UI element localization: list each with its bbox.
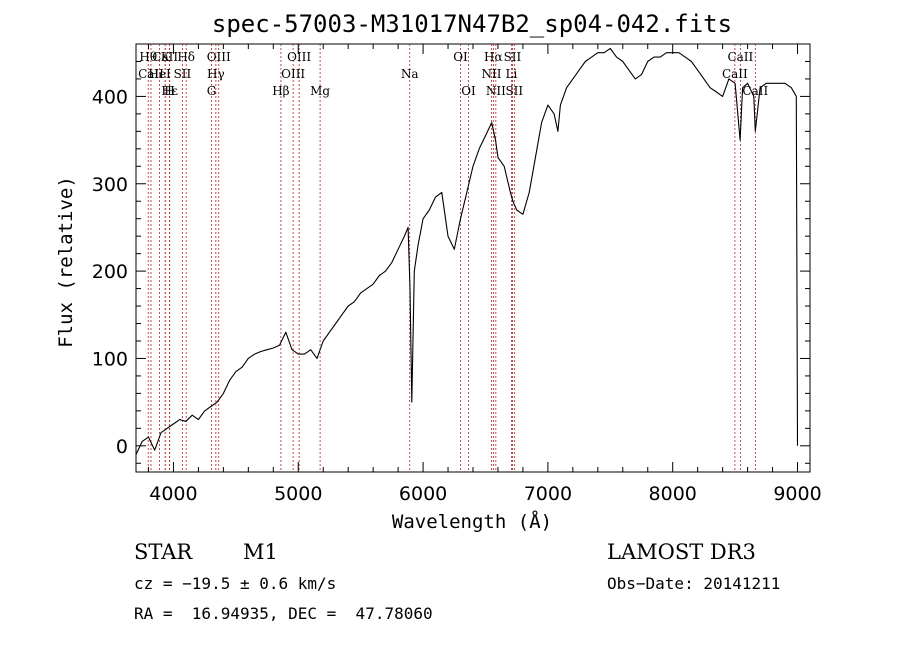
spectrum-series (135, 47, 799, 455)
spectral-line-label: CaII (742, 84, 768, 98)
spectrum-line (135, 47, 799, 455)
y-tick-label: 200 (92, 261, 128, 283)
y-tick-label: 400 (92, 86, 128, 108)
object-subclass: M1 (243, 540, 278, 564)
obs-date: Obs−Date: 20141211 (607, 574, 781, 593)
y-axis-label: Flux (relative) (55, 176, 77, 348)
plot-frame-group (135, 43, 811, 473)
spectral-line-label: Li (506, 67, 518, 81)
spectral-line-markers (147, 44, 756, 472)
spectral-line-label: OI (453, 50, 468, 64)
spectral-line-label: G (207, 84, 217, 98)
y-tick-label: 100 (92, 348, 128, 370)
spectral-line-label: K (161, 50, 171, 64)
y-axis-ticks: 0 100 200 300 400 (92, 60, 810, 464)
x-axis-label: Wavelength (Å) (392, 510, 552, 533)
spectral-line-label: NII (486, 84, 506, 98)
spectral-line-label: Hε (161, 84, 178, 98)
x-tick-label: 5000 (274, 483, 322, 505)
spectral-line-label: SII (504, 50, 522, 64)
spectral-line-label: OI (461, 84, 476, 98)
x-tick-label: 4000 (149, 483, 197, 505)
spectral-line-label: Mg (310, 84, 330, 98)
redshift-cz: cz = −19.5 ± 0.6 km/s (134, 574, 337, 593)
spectral-line-label: HeI (148, 67, 171, 81)
x-axis-ticks: 4000 5000 6000 7000 8000 9000 (147, 44, 822, 505)
object-class: STAR (134, 540, 193, 564)
x-tick-label: 7000 (524, 483, 572, 505)
y-tick-label: 0 (116, 436, 128, 458)
spectral-line-label: SII (174, 67, 192, 81)
x-tick-label: 8000 (649, 483, 697, 505)
spectral-line-label: SII (505, 84, 523, 98)
plot-frame (135, 43, 811, 473)
spectral-line-label: NII (481, 67, 501, 81)
survey-name: LAMOST DR3 (607, 540, 756, 564)
spectral-line-label: H (164, 84, 174, 98)
spectral-line-label: CaII (152, 50, 178, 64)
spectral-line-label: CaII (138, 67, 164, 81)
x-tick-label: 9000 (773, 483, 821, 505)
spectral-line-label: OIII (207, 50, 231, 64)
spectral-line-label: Hδ (177, 50, 195, 64)
spectral-line-label: Hθ (139, 50, 157, 64)
x-tick-label: 6000 (399, 483, 447, 505)
spectral-line-label: Hα (484, 50, 503, 64)
spectral-line-label: OIII (287, 50, 311, 64)
spectral-line-label: CaII (722, 67, 748, 81)
chart-title: spec-57003-M31017N47B2_sp04-042.fits (212, 10, 732, 38)
spectral-line-label: Hβ (272, 84, 289, 98)
spectral-line-label: Na (401, 67, 419, 81)
y-tick-label: 300 (92, 174, 128, 196)
spectral-line-label: Hγ (207, 67, 225, 81)
spectral-line-label: OIII (281, 67, 305, 81)
coordinates: RA = 16.94935, DEC = 47.78060 (134, 604, 433, 623)
spectral-line-label: CaII (727, 50, 753, 64)
